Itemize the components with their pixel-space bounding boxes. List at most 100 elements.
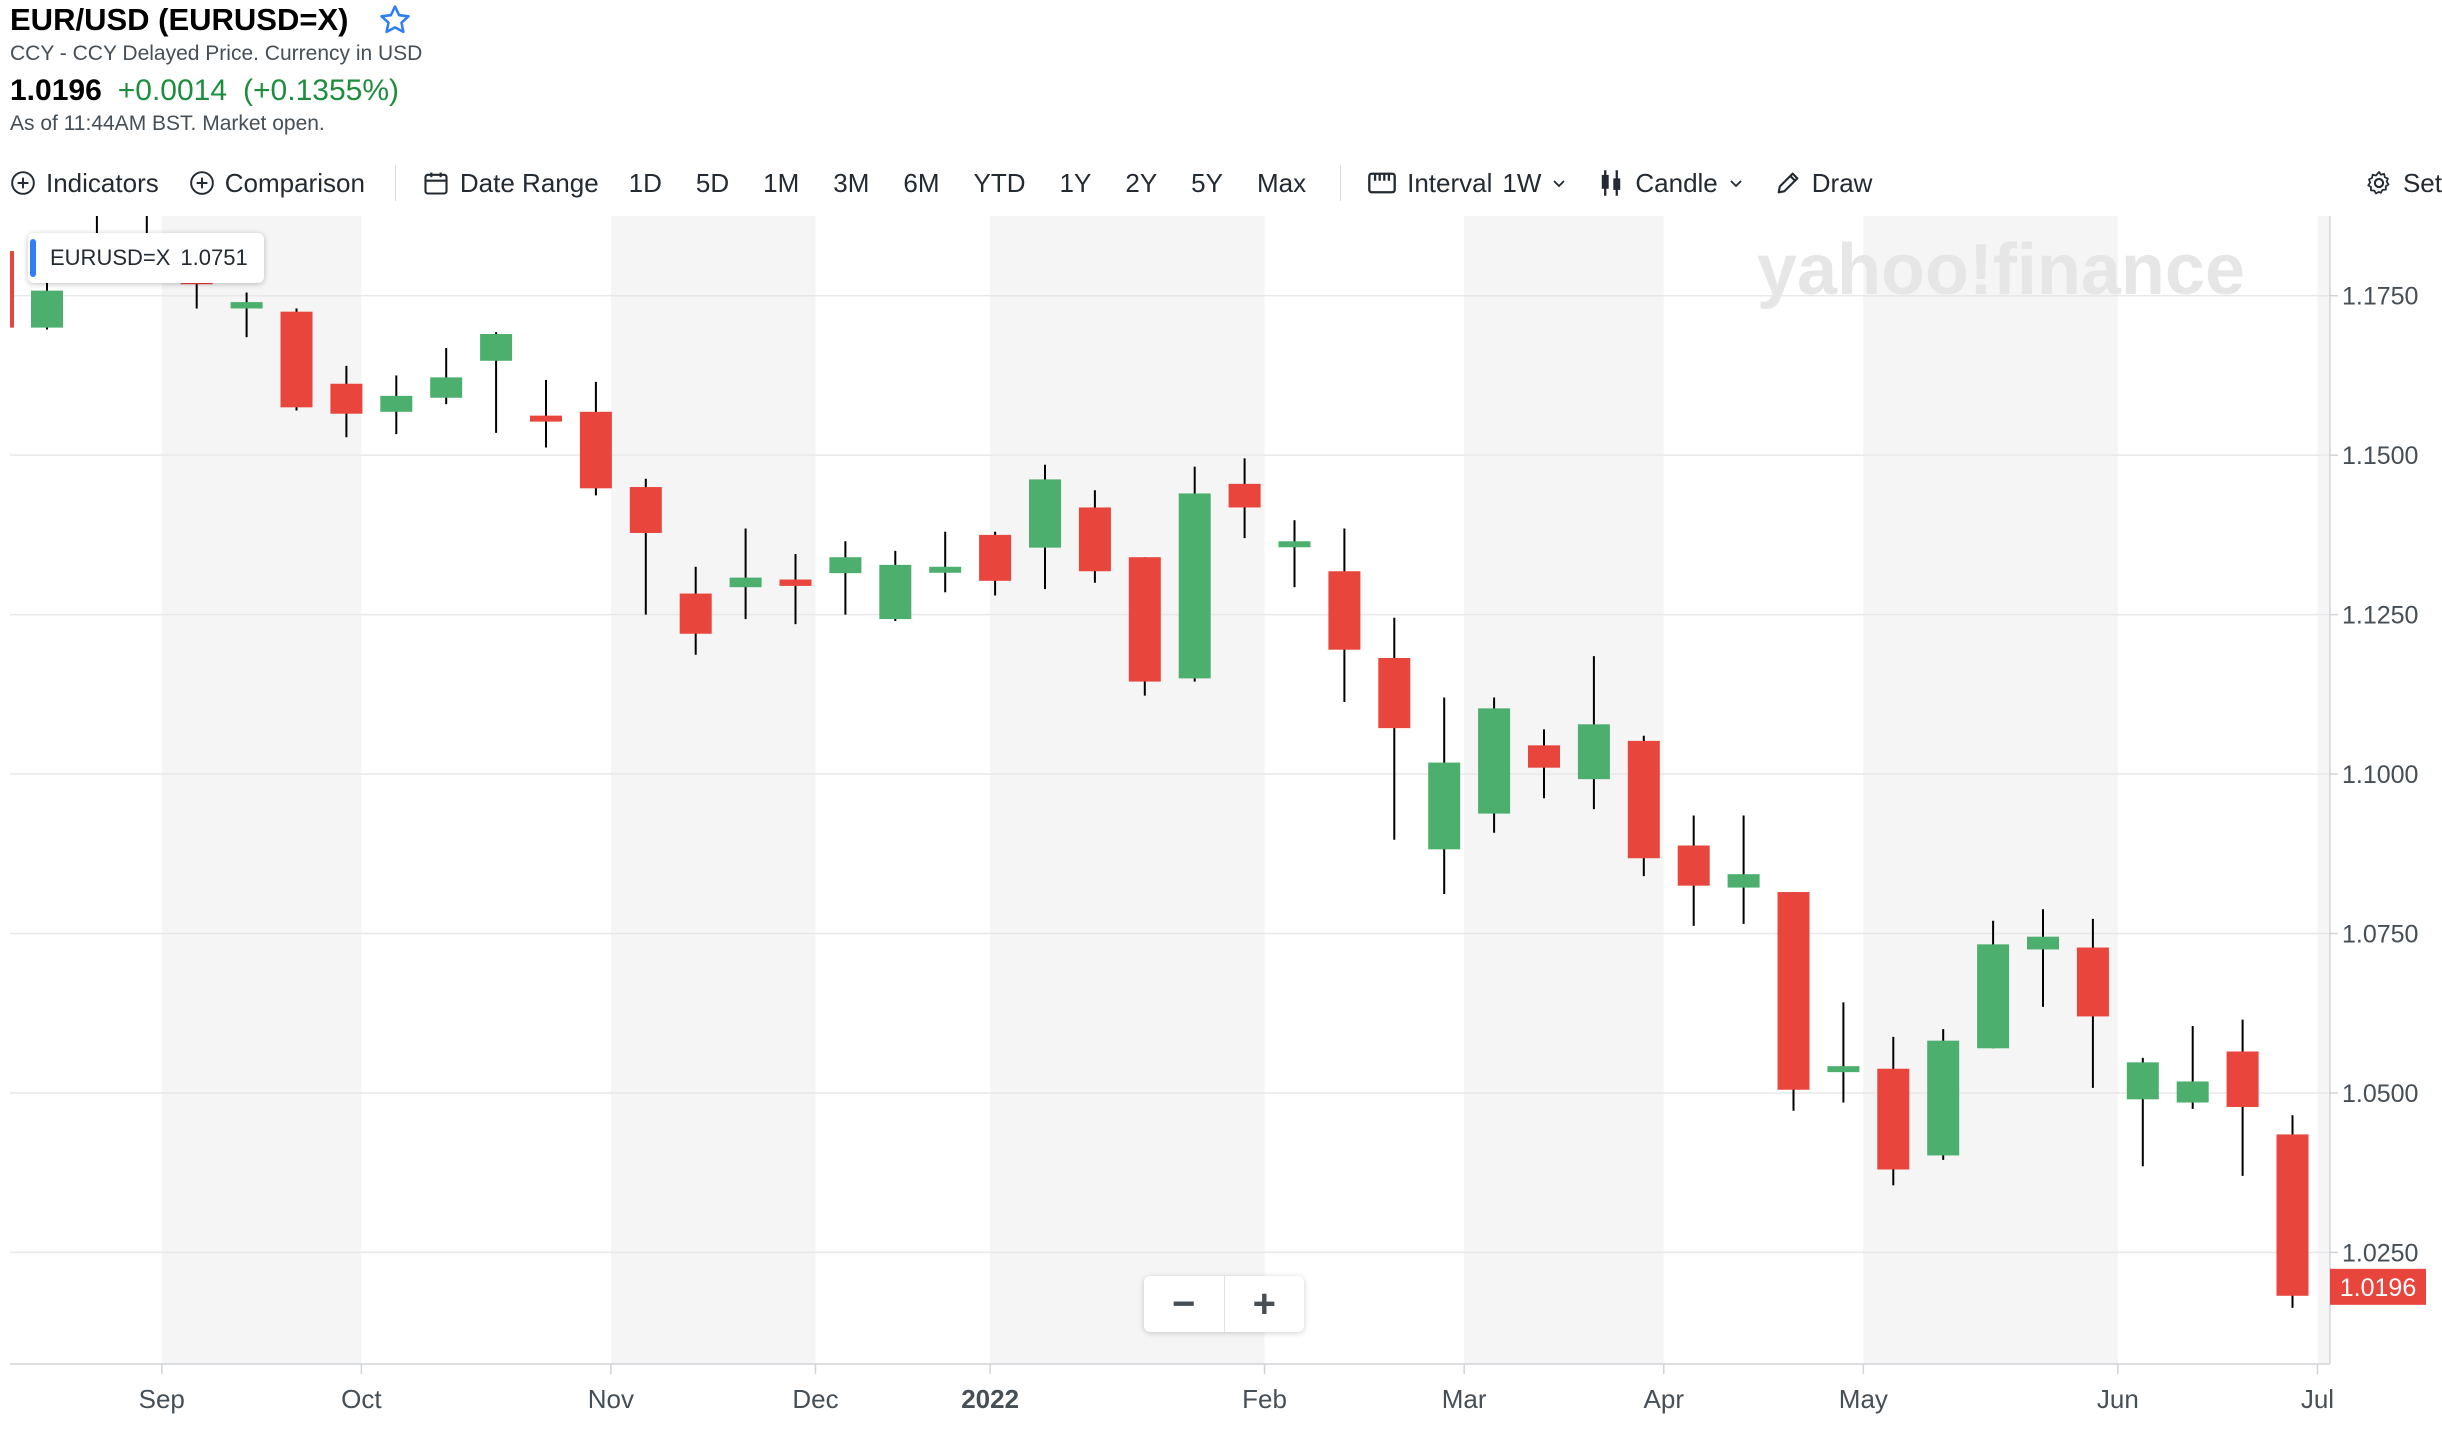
candle[interactable] [480,332,513,433]
y-tick-label: 1.0750 [2342,921,2418,949]
candle-body [979,534,1012,581]
candle[interactable] [829,541,862,615]
candle[interactable] [1428,697,1461,894]
toolbar-divider [1340,165,1342,201]
yahoo-finance-watermark: yahoo!finance [1757,230,2245,310]
interval-dropdown[interactable]: Interval 1W [1367,168,1567,199]
candle[interactable] [1228,458,1261,539]
candle[interactable] [1278,520,1311,588]
candle[interactable] [1128,557,1161,696]
x-tick-label: Dec [792,1384,838,1414]
range-1y[interactable]: 1Y [1059,167,1092,198]
toolbar-divider [394,165,396,201]
candle[interactable] [1677,815,1710,926]
candle[interactable] [1029,464,1061,590]
x-tick-label: Oct [341,1384,382,1414]
candlestick-chart[interactable]: yahoo!finance 1.0250 1.0500 1.0750 1.1000 1.… [0,216,2442,1432]
candle-body [1927,1040,1960,1156]
candle-body [1478,708,1511,814]
range-6m[interactable]: 6M [903,167,940,198]
candle[interactable] [1777,892,1810,1111]
candle[interactable] [1178,466,1211,682]
settings-button[interactable]: Set [2365,168,2442,199]
candle[interactable] [530,379,562,448]
candle[interactable] [979,531,1012,596]
price-change: +0.0014 [117,74,228,107]
candle[interactable] [1727,815,1760,924]
candle[interactable] [1078,490,1111,583]
candle-body [1428,762,1461,850]
range-1d[interactable]: 1D [628,167,662,198]
range-3m[interactable]: 3M [833,167,870,198]
range-5d[interactable]: 5D [695,167,730,198]
candle[interactable] [679,566,712,655]
chart-type-dropdown[interactable]: Candle [1597,168,1743,199]
candle-body [1977,944,2010,1049]
zoom-out-button[interactable]: − [1144,1276,1225,1332]
range-5y[interactable]: 5Y [1191,167,1223,198]
candle-body [1627,740,1660,859]
range-max[interactable]: Max [1256,167,1307,198]
range-ytd[interactable]: YTD [973,167,1026,198]
candle[interactable] [2276,1115,2309,1308]
candle-body [1228,483,1261,508]
candle[interactable] [1627,735,1660,877]
candle-body [2027,936,2059,950]
candle-body [1378,657,1411,729]
candle[interactable] [1328,528,1361,702]
candle[interactable] [1977,920,2010,1049]
indicators-button[interactable]: Indicators [10,168,159,199]
candle[interactable] [31,256,63,330]
x-tick-label: May [1839,1384,1888,1414]
candle-icon [1602,170,1621,196]
candle-body [729,577,762,588]
candle[interactable] [729,528,762,620]
candle[interactable] [2126,1057,2159,1167]
candle-body [1278,541,1311,548]
zoom-in-button[interactable]: + [1252,1281,1276,1326]
candle[interactable] [629,478,662,615]
candle[interactable] [2076,918,2109,1088]
candle[interactable] [879,550,912,621]
candle[interactable] [779,554,812,625]
interval-value: 1W [1502,167,1542,198]
candle[interactable] [230,292,263,338]
month-band [1863,216,2118,1364]
candle[interactable] [2027,909,2059,1007]
candle[interactable] [579,381,612,496]
chart-area[interactable]: yahoo!finance 1.0250 1.0500 1.0750 1.1000 1.… [0,216,2442,1432]
draw-button[interactable]: Draw [1774,168,1872,199]
indicators-label: Indicators [46,167,159,198]
range-1m[interactable]: 1M [763,167,800,198]
candle[interactable] [2226,1019,2259,1176]
candle[interactable] [1478,697,1511,833]
crosshair-tooltip: EURUSD=X 1.0751 [28,233,264,283]
candle[interactable] [1827,1002,1860,1103]
candle[interactable] [1378,617,1411,840]
subtitle: CCY - CCY Delayed Price. Currency in USD [10,42,423,65]
candle-body [2226,1051,2259,1107]
candle[interactable] [1528,729,1560,799]
candle[interactable] [1927,1029,1960,1160]
candle-body [1827,1066,1860,1073]
candle-body [1078,507,1111,572]
candle[interactable] [280,308,313,411]
candle[interactable] [330,365,363,438]
comparison-button[interactable]: Comparison [189,168,365,199]
candle-body [480,333,513,361]
candle[interactable] [2176,1025,2209,1109]
month-band [990,216,1265,1364]
candle-body [879,564,912,620]
candle[interactable] [430,348,463,405]
candle[interactable] [929,531,962,593]
candle[interactable] [1577,656,1610,810]
range-2y[interactable]: 2Y [1125,167,1158,198]
date-range-button[interactable]: Date Range [422,168,599,199]
candle[interactable] [1877,1036,1910,1186]
series-color-marker [30,239,36,277]
candle-body [530,415,562,422]
star-icon[interactable] [378,3,412,37]
candle[interactable] [380,375,413,435]
y-tick-label: 1.1750 [2342,283,2418,311]
y-tick-label: 1.1250 [2342,602,2418,630]
